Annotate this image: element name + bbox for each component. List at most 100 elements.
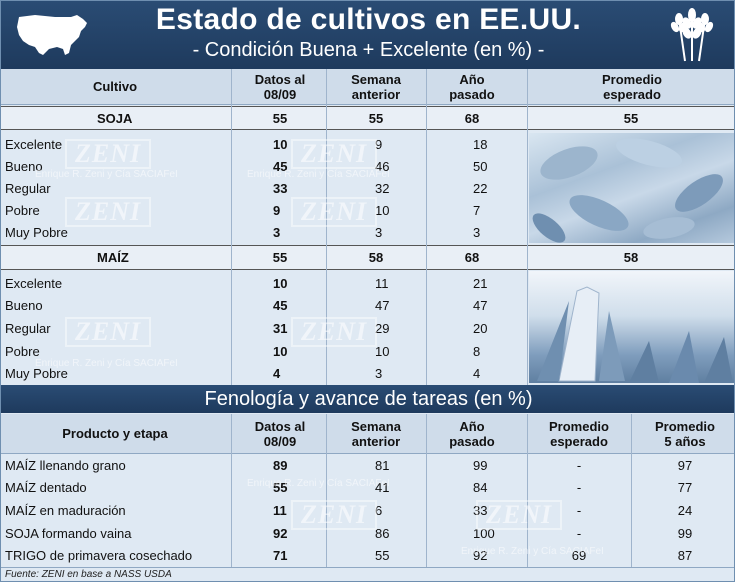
- value-last-year: 47: [473, 298, 488, 314]
- source-note: Fuente: ZENI en base a NASS USDA: [5, 569, 172, 580]
- row-label: SOJA formando vaina: [5, 525, 132, 541]
- value-current: 4: [273, 366, 281, 382]
- value-last-year: 100: [473, 525, 495, 541]
- value-last-year: 22: [473, 180, 488, 196]
- value-five-year-average: 97: [677, 457, 693, 473]
- value-current: 92: [273, 525, 288, 541]
- value-previous-week: 11: [375, 275, 389, 291]
- value-current: 11: [273, 502, 287, 518]
- table-row: SOJA formando vaina 92 86 100 - 99: [1, 522, 734, 545]
- value-current: 9: [273, 202, 281, 218]
- value-previous-week: 41: [375, 480, 390, 496]
- table-row: Excelente 10 9 18: [1, 133, 734, 155]
- value-previous-week: 47: [375, 298, 390, 314]
- crop-name: SOJA: [97, 110, 133, 126]
- table-row: Pobre 9 10 7: [1, 199, 734, 221]
- row-label: MAÍZ en maduración: [5, 502, 126, 518]
- table-row: Bueno 45 47 47: [1, 295, 734, 318]
- table-row: Muy Pobre 4 3 4: [1, 362, 734, 385]
- maiz-anio: 68: [464, 250, 480, 265]
- value-expected-average: -: [576, 502, 582, 518]
- table-row: Muy Pobre 3 3 3: [1, 221, 734, 243]
- maiz-datos: 55: [272, 250, 288, 265]
- value-previous-week: 81: [375, 457, 390, 473]
- value-five-year-average: 99: [677, 525, 693, 541]
- divider: [231, 69, 232, 385]
- value-current: 10: [273, 343, 288, 359]
- divider: [426, 414, 427, 567]
- crop-table-header: Cultivo Datos al 08/09 Semana anterior A…: [1, 69, 734, 105]
- value-previous-week: 10: [375, 202, 390, 218]
- value-last-year: 8: [473, 343, 481, 359]
- col-datos: Datos al 08/09: [254, 418, 306, 449]
- section-title-band: Fenología y avance de tareas (en %): [1, 385, 734, 413]
- row-label: Excelente: [5, 275, 63, 291]
- page-subtitle: - Condición Buena + Excelente (en %) -: [192, 39, 545, 61]
- soybean-leaves-icon: [532, 138, 723, 243]
- col-anio: Año pasado: [449, 71, 495, 102]
- divider: [527, 414, 528, 567]
- row-label: Muy Pobre: [5, 366, 68, 382]
- col-promedio: Promedio esperado: [602, 71, 662, 102]
- row-label: Pobre: [5, 202, 40, 218]
- col-semana: Semana anterior: [351, 71, 401, 102]
- maiz-promedio: 58: [623, 250, 639, 265]
- value-previous-week: 55: [375, 548, 390, 564]
- value-expected-average: -: [576, 525, 582, 541]
- value-last-year: 99: [473, 457, 488, 473]
- maiz-semana: 58: [368, 250, 384, 265]
- value-current: 45: [273, 298, 288, 314]
- value-previous-week: 46: [375, 158, 390, 174]
- col-cinco: Promedio 5 años: [655, 418, 715, 449]
- value-previous-week: 29: [375, 320, 390, 336]
- value-five-year-average: 87: [677, 548, 693, 564]
- col-datos: Datos al 08/09: [254, 71, 306, 102]
- divider: [631, 414, 632, 567]
- row-label: Pobre: [5, 343, 40, 359]
- col-cultivo: Cultivo: [92, 79, 138, 94]
- row-label: Bueno: [5, 298, 43, 314]
- value-last-year: 92: [473, 548, 488, 564]
- value-last-year: 84: [473, 480, 488, 496]
- value-current: 71: [273, 548, 288, 564]
- value-previous-week: 9: [375, 136, 383, 152]
- value-five-year-average: 77: [677, 480, 693, 496]
- divider: [426, 69, 427, 385]
- table-row: Bueno 45 46 50: [1, 155, 734, 177]
- value-previous-week: 86: [375, 525, 390, 541]
- maiz-section-row: MAÍZ 55 58 68 58: [1, 245, 734, 270]
- value-last-year: 18: [473, 136, 488, 152]
- value-last-year: 33: [473, 502, 488, 518]
- col-anio: Año pasado: [449, 418, 495, 449]
- col-producto: Producto y etapa: [62, 426, 168, 441]
- soja-section-row: SOJA 55 55 68 55: [1, 106, 734, 130]
- title-banner: Estado de cultivos en EE.UU. - Condición…: [1, 1, 734, 69]
- page-title: Estado de cultivos en EE.UU.: [155, 3, 582, 36]
- value-current: 45: [273, 158, 288, 174]
- row-label: Excelente: [5, 136, 63, 152]
- value-previous-week: 32: [375, 180, 390, 196]
- table-row: MAÍZ llenando grano 89 81 99 - 97: [1, 454, 734, 477]
- row-label: TRIGO de primavera cosechado: [5, 548, 193, 564]
- value-expected-average: -: [576, 480, 582, 496]
- value-current: 10: [273, 136, 288, 152]
- table-row: Regular 31 29 20: [1, 317, 734, 340]
- value-current: 3: [273, 224, 281, 240]
- value-previous-week: 3: [375, 224, 383, 240]
- row-label: MAÍZ llenando grano: [5, 457, 126, 473]
- wheat-icon: [670, 8, 714, 62]
- value-last-year: 20: [473, 320, 488, 336]
- value-last-year: 21: [473, 275, 488, 291]
- value-previous-week: 3: [375, 366, 383, 382]
- value-current: 55: [273, 480, 288, 496]
- source-footer: Fuente: ZENI en base a NASS USDA: [1, 567, 734, 581]
- value-previous-week: 6: [375, 502, 383, 518]
- value-current: 31: [273, 320, 288, 336]
- divider: [527, 69, 528, 385]
- usa-map-icon: [17, 15, 87, 55]
- value-expected-average: 69: [571, 548, 587, 564]
- divider: [231, 414, 232, 567]
- row-label: Regular: [5, 320, 51, 336]
- corn-photo: [529, 271, 734, 383]
